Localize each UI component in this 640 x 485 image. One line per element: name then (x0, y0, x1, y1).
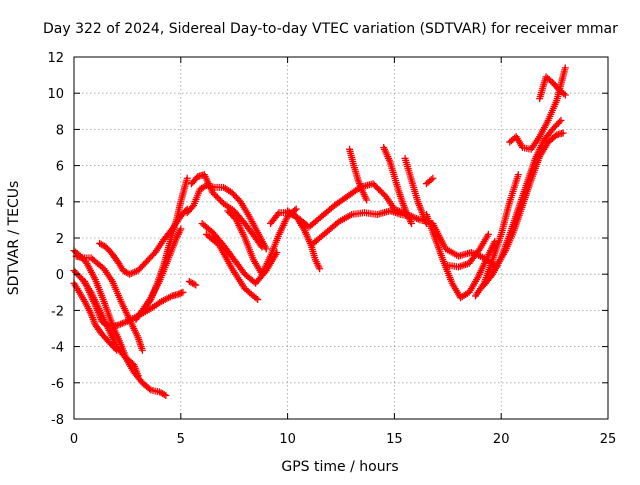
data-point (209, 189, 217, 197)
data-point (557, 116, 565, 124)
data-point (484, 230, 492, 238)
x-axis-label: GPS time / hours (281, 459, 398, 475)
series-track-ab (506, 64, 569, 153)
data-point (111, 345, 119, 353)
grid (74, 57, 608, 419)
data-point (183, 174, 191, 182)
data-point (427, 176, 435, 184)
y-tick-label: 6 (56, 160, 64, 175)
series-track-m (202, 230, 262, 304)
series-track-d (72, 252, 146, 354)
data-point (560, 90, 568, 98)
series-track-t (401, 154, 430, 228)
y-tick-label: -8 (51, 413, 64, 428)
data-point (179, 288, 187, 296)
data-point (213, 193, 221, 201)
y-axis-label: SDTVAR / TECUs (6, 181, 22, 296)
series-track-ac (536, 73, 569, 103)
series-track-l (198, 220, 281, 287)
data-point (212, 192, 220, 200)
y-tick-labels: -8 -6 -4 -2 0 2 4 6 8 10 12 (47, 51, 64, 428)
data-point (146, 297, 154, 305)
y-tick-label: -4 (51, 341, 64, 356)
y-tick-label: 4 (56, 196, 64, 211)
series-track-r (346, 145, 371, 204)
data-point (262, 245, 270, 253)
data-point (274, 210, 282, 218)
data-point (254, 296, 262, 304)
data-point (216, 197, 224, 205)
data-point (113, 346, 121, 354)
x-tick-label: 15 (386, 432, 403, 447)
x-tick-label: 0 (70, 432, 78, 447)
series-track-f (96, 205, 191, 278)
axis-ticks (73, 56, 609, 420)
data-point (134, 372, 142, 380)
x-tick-labels: 0 5 10 15 20 25 (70, 432, 616, 447)
series-track-h (140, 174, 191, 313)
series-track-s (380, 144, 415, 228)
data-point (145, 385, 153, 393)
data-point (292, 205, 300, 213)
data-point (257, 242, 265, 250)
data-point (190, 280, 198, 288)
data-points (70, 64, 569, 399)
data-point (101, 320, 109, 328)
data-point (162, 391, 170, 399)
data-point (514, 171, 522, 179)
series-track-w (429, 220, 501, 271)
series-track-k (187, 171, 266, 251)
data-point (215, 195, 223, 203)
series-track-y (472, 171, 522, 300)
data-point (551, 132, 559, 140)
data-point (561, 64, 569, 72)
series-track-aa (487, 129, 567, 278)
data-point (210, 190, 218, 198)
series-track-p (284, 180, 433, 231)
data-point (252, 294, 260, 302)
series-track-v (422, 210, 499, 302)
series-track-i (185, 277, 200, 289)
data-point (407, 220, 415, 228)
data-point (160, 391, 168, 399)
data-point (429, 174, 437, 182)
data-point (258, 243, 266, 251)
x-tick-label: 25 (600, 432, 617, 447)
chart-title: Day 322 of 2024, Sidereal Day-to-day VTE… (43, 21, 618, 37)
data-point (363, 196, 371, 204)
data-point (556, 118, 564, 126)
y-tick-label: -6 (51, 377, 64, 392)
data-point (559, 129, 567, 137)
x-tick-label: 20 (493, 432, 510, 447)
y-tick-label: 8 (56, 123, 64, 138)
x-tick-label: 10 (279, 432, 296, 447)
data-point (192, 281, 200, 289)
series-track-u (422, 174, 437, 188)
y-tick-label: 2 (56, 232, 64, 247)
data-point (138, 346, 146, 354)
x-tick-label: 5 (177, 432, 185, 447)
data-point (561, 91, 569, 99)
data-point (316, 265, 324, 273)
y-tick-label: 12 (47, 51, 64, 66)
series-track-x (444, 230, 492, 271)
y-tick-label: 0 (56, 268, 64, 283)
y-tick-label: 10 (47, 87, 64, 102)
y-tick-label: -2 (51, 304, 64, 319)
data-point (177, 225, 185, 233)
